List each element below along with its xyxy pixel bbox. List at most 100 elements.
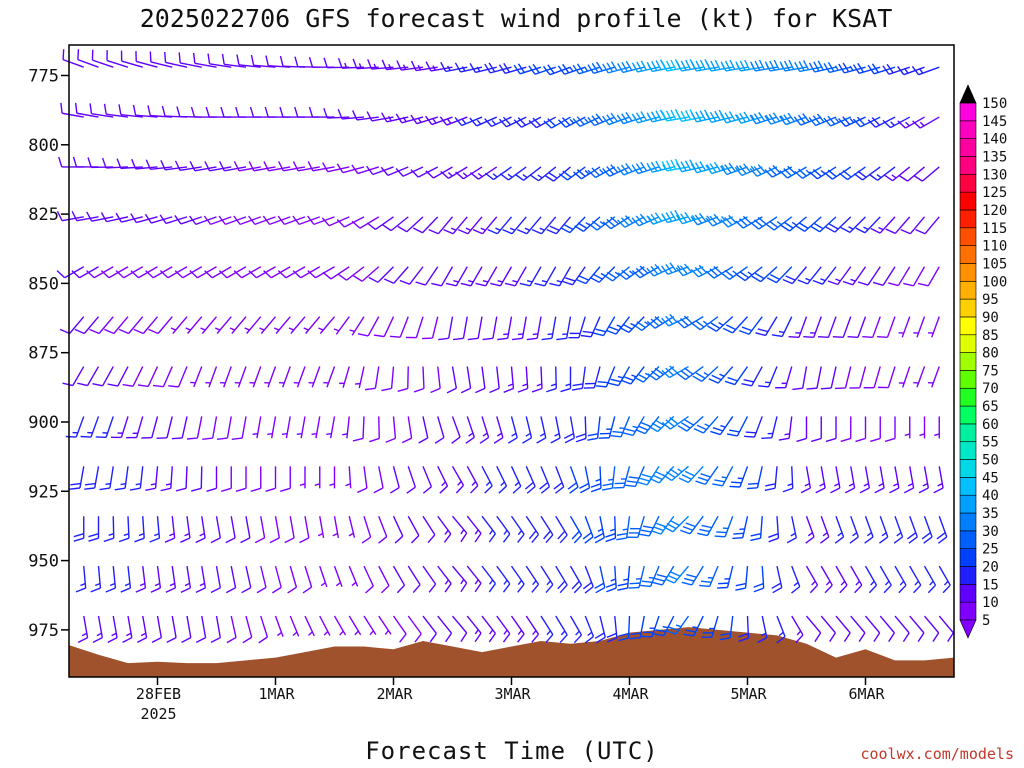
barb-staff bbox=[481, 615, 496, 634]
barb-half-feather bbox=[326, 432, 332, 435]
barb-staff bbox=[392, 565, 406, 586]
wind-barb bbox=[909, 565, 922, 594]
barb-feather bbox=[497, 337, 508, 341]
barb-feather bbox=[474, 632, 482, 643]
barb-half-feather bbox=[450, 227, 457, 231]
barb-half-feather bbox=[281, 432, 288, 435]
wind-barb bbox=[207, 53, 232, 68]
barb-feather bbox=[724, 112, 732, 122]
barb-staff bbox=[578, 316, 586, 338]
barb-staff bbox=[112, 566, 117, 589]
barb-feather bbox=[795, 634, 804, 644]
barb-half-feather bbox=[546, 630, 551, 636]
wind-barb bbox=[776, 615, 786, 644]
barb-staff bbox=[231, 316, 247, 334]
barb-staff bbox=[359, 216, 380, 229]
barb-feather bbox=[681, 474, 692, 480]
barb-feather bbox=[174, 270, 184, 279]
wind-barb bbox=[410, 114, 438, 125]
wind-barb bbox=[191, 466, 203, 492]
barb-half-feather bbox=[318, 327, 324, 331]
barb-half-feather bbox=[539, 432, 546, 437]
barb-feather bbox=[654, 263, 663, 273]
colorbar-label: 95 bbox=[982, 292, 999, 308]
barb-feather bbox=[467, 337, 479, 341]
colorbar-label: 65 bbox=[982, 399, 999, 415]
barb-staff bbox=[569, 466, 579, 488]
barb-feather bbox=[336, 163, 344, 174]
wind-barb bbox=[722, 316, 749, 334]
barb-feather bbox=[80, 435, 92, 438]
barb-staff bbox=[179, 166, 202, 172]
wind-barb bbox=[160, 466, 173, 492]
barb-half-feather bbox=[105, 482, 111, 486]
barb-feather bbox=[897, 65, 905, 76]
credit-link[interactable]: coolwx.com/models bbox=[860, 745, 1014, 763]
wind-barb bbox=[428, 216, 454, 235]
wind-barb bbox=[793, 113, 822, 126]
wind-barb bbox=[431, 266, 454, 287]
barb-half-feather bbox=[339, 630, 344, 636]
barb-staff bbox=[448, 166, 468, 179]
barb-half-feather bbox=[474, 579, 479, 585]
barb-feather bbox=[639, 477, 650, 482]
barb-staff bbox=[859, 366, 867, 388]
barb-staff bbox=[455, 266, 468, 287]
barb-feather bbox=[438, 337, 449, 341]
barb-feather bbox=[729, 59, 736, 70]
barb-staff bbox=[599, 516, 605, 538]
barb-feather bbox=[545, 584, 554, 594]
barb-half-feather bbox=[495, 227, 501, 231]
barb-staff bbox=[289, 516, 295, 539]
wind-barb bbox=[385, 416, 397, 443]
wind-barb bbox=[279, 106, 305, 118]
barb-feather bbox=[798, 222, 809, 229]
barb-feather bbox=[629, 582, 641, 585]
wind-barb bbox=[252, 416, 262, 439]
barb-half-feather bbox=[677, 468, 683, 473]
barb-feather bbox=[832, 336, 844, 339]
barb-staff bbox=[620, 416, 631, 438]
colorbar-label: 75 bbox=[982, 363, 999, 379]
barb-staff bbox=[187, 316, 203, 334]
wind-barb bbox=[531, 216, 557, 235]
barb-staff bbox=[496, 515, 511, 535]
wind-barb bbox=[758, 366, 778, 388]
barb-feather bbox=[699, 584, 710, 588]
barb-half-feather bbox=[135, 483, 141, 486]
barb-staff bbox=[92, 59, 114, 68]
wind-barb bbox=[898, 316, 911, 338]
wind-barb bbox=[118, 316, 144, 335]
wind-barb bbox=[481, 615, 496, 643]
barb-feather bbox=[595, 636, 606, 644]
barb-feather bbox=[474, 532, 482, 543]
barb-half-feather bbox=[539, 227, 545, 231]
barb-feather bbox=[452, 337, 464, 341]
wind-barb bbox=[735, 566, 749, 591]
barb-staff bbox=[237, 366, 247, 388]
barb-staff bbox=[858, 66, 881, 75]
barb-half-feather bbox=[348, 532, 354, 537]
barb-feather bbox=[757, 216, 767, 225]
barb-staff bbox=[401, 116, 424, 124]
barb-half-feather bbox=[80, 582, 86, 587]
barb-feather bbox=[189, 215, 197, 225]
barb-staff bbox=[171, 615, 177, 638]
barb-feather bbox=[768, 220, 779, 228]
barb-feather bbox=[418, 437, 429, 444]
barb-feather bbox=[242, 636, 253, 644]
barb-feather bbox=[631, 113, 639, 124]
colorbar: 5101520253035404550556065707580859095100… bbox=[959, 84, 1007, 639]
wind-barb bbox=[864, 615, 881, 642]
wind-barb bbox=[938, 615, 954, 642]
barb-feather bbox=[263, 161, 270, 172]
barb-staff bbox=[721, 466, 734, 487]
wind-barb bbox=[546, 366, 557, 393]
barb-half-feather bbox=[503, 629, 508, 635]
barb-feather bbox=[741, 326, 752, 332]
barb-staff bbox=[773, 216, 793, 231]
barb-half-feather bbox=[457, 481, 462, 486]
barb-staff bbox=[801, 366, 808, 389]
barb-feather bbox=[886, 63, 894, 74]
barb-feather bbox=[768, 537, 779, 543]
